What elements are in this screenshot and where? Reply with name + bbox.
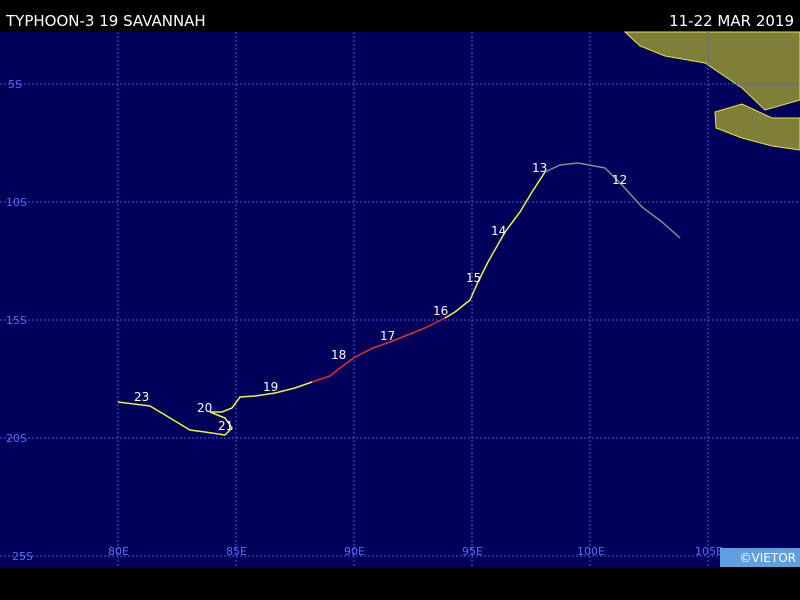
lat-label: 15S xyxy=(6,314,27,327)
credit-box xyxy=(720,548,800,567)
day-label: 12 xyxy=(612,173,627,187)
day-label: 20 xyxy=(197,401,212,415)
day-label: 19 xyxy=(263,380,278,394)
credit: ©VIETOR xyxy=(740,551,796,565)
lat-label: 10S xyxy=(6,196,27,209)
graticule xyxy=(0,32,800,567)
date: 11-22 MAR 2019 xyxy=(669,12,794,30)
track xyxy=(117,162,681,436)
lat-label: 20S xyxy=(6,432,27,445)
title: TYPHOON-3 19 SAVANNAH xyxy=(5,12,206,30)
land xyxy=(623,31,800,111)
lon-label: 95E xyxy=(462,545,483,558)
day-label: 16 xyxy=(433,304,448,318)
track-segment xyxy=(444,171,546,319)
lon-label: 90E xyxy=(344,545,365,558)
lat-label: 25S xyxy=(12,550,33,563)
land xyxy=(714,103,800,151)
lon-label: 105E xyxy=(695,545,723,558)
lon-label: 80E xyxy=(108,545,129,558)
lon-label: 85E xyxy=(226,545,247,558)
ocean xyxy=(0,32,800,567)
day-label: 15 xyxy=(466,271,481,285)
day-label: 21 xyxy=(218,419,233,433)
lat-label: 5S xyxy=(8,78,22,91)
lon-label: 100E xyxy=(577,545,605,558)
track-segment xyxy=(117,381,313,436)
track-segment xyxy=(311,317,446,383)
day-label: 13 xyxy=(532,161,547,175)
day-label: 14 xyxy=(491,224,506,238)
track-segment xyxy=(544,162,681,239)
day-label: 18 xyxy=(331,348,346,362)
day-label: 17 xyxy=(380,329,395,343)
day-label: 23 xyxy=(134,390,149,404)
